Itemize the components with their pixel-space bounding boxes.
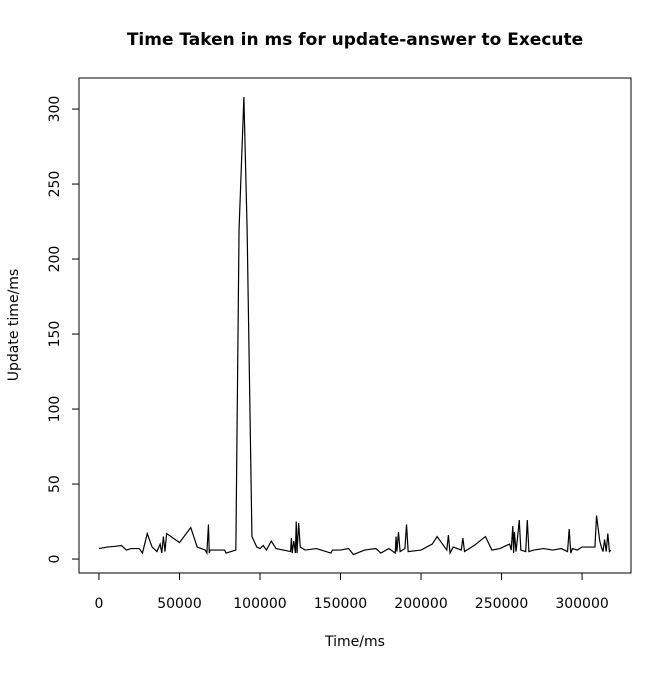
x-tick-label: 150000 <box>314 596 367 612</box>
data-line <box>98 97 612 556</box>
y-tick-label: 100 <box>47 396 63 423</box>
y-tick-label: 150 <box>47 321 63 348</box>
x-tick-label: 50000 <box>157 596 202 612</box>
y-tick-label: 250 <box>47 171 63 198</box>
x-tick-label: 0 <box>95 596 104 612</box>
x-tick-label: 250000 <box>475 596 528 612</box>
y-axis-label: Update time/ms <box>6 269 22 381</box>
y-tick-label: 200 <box>47 246 63 273</box>
chart-title: Time Taken in ms for update-answer to Ex… <box>127 30 583 50</box>
x-tick-label: 100000 <box>233 596 286 612</box>
y-tick-label: 300 <box>47 96 63 123</box>
y-tick-label: 50 <box>47 475 63 493</box>
y-tick-label: 0 <box>47 555 63 564</box>
x-tick-label: 200000 <box>394 596 447 612</box>
x-axis-label: Time/ms <box>324 634 385 650</box>
x-tick-label: 300000 <box>555 596 608 612</box>
